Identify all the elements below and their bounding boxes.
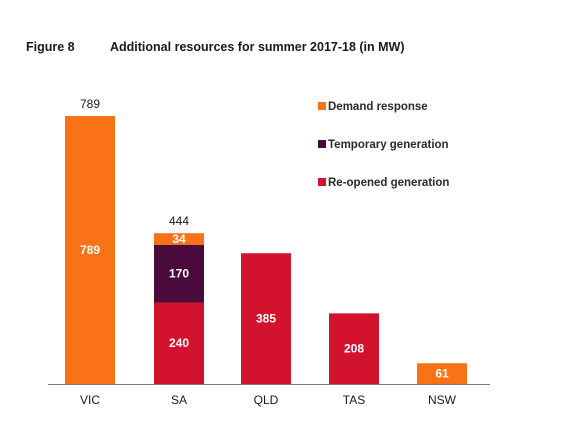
data-label-sa-demand-response: 34 [172,232,186,246]
total-label-sa: 444 [169,214,189,228]
legend-label-temporary-generation: Temporary generation [328,139,449,151]
category-label-nsw: NSW [428,393,457,407]
legend-swatch-re-opened-generation [318,178,326,186]
figure-caption: Additional resources for summer 2017-18 … [110,40,405,54]
figure-title: Figure 8 Additional resources for summer … [26,40,405,54]
bar-vic-demand-response [65,116,115,384]
data-label-sa-temporary-generation: 170 [169,267,189,281]
data-label-sa-re-opened-generation: 240 [169,336,189,350]
legend-swatch-temporary-generation [318,140,326,148]
data-label-qld-re-opened-generation: 385 [256,312,276,326]
bar-sa-demand-response [154,233,204,245]
legend-swatch-demand-response [318,102,326,110]
bar-sa-re-opened-generation [154,302,204,384]
legend-label-re-opened-generation: Re-opened generation [328,177,449,189]
data-label-nsw-demand-response: 61 [435,367,449,381]
total-label-vic: 789 [80,97,100,111]
bar-sa-temporary-generation [154,244,204,303]
category-label-qld: QLD [254,393,279,407]
category-label-tas: TAS [343,393,365,407]
bar-nsw-demand-response [417,363,467,384]
bar-qld-re-opened-generation [241,253,291,384]
data-label-tas-re-opened-generation: 208 [344,342,364,356]
legend-label-demand-response: Demand response [328,101,428,113]
category-label-sa: SA [171,393,187,407]
data-label-vic-demand-response: 789 [80,243,100,257]
figure-number: Figure 8 [26,40,75,54]
category-label-vic: VIC [80,393,100,407]
bar-tas-re-opened-generation [329,313,379,384]
